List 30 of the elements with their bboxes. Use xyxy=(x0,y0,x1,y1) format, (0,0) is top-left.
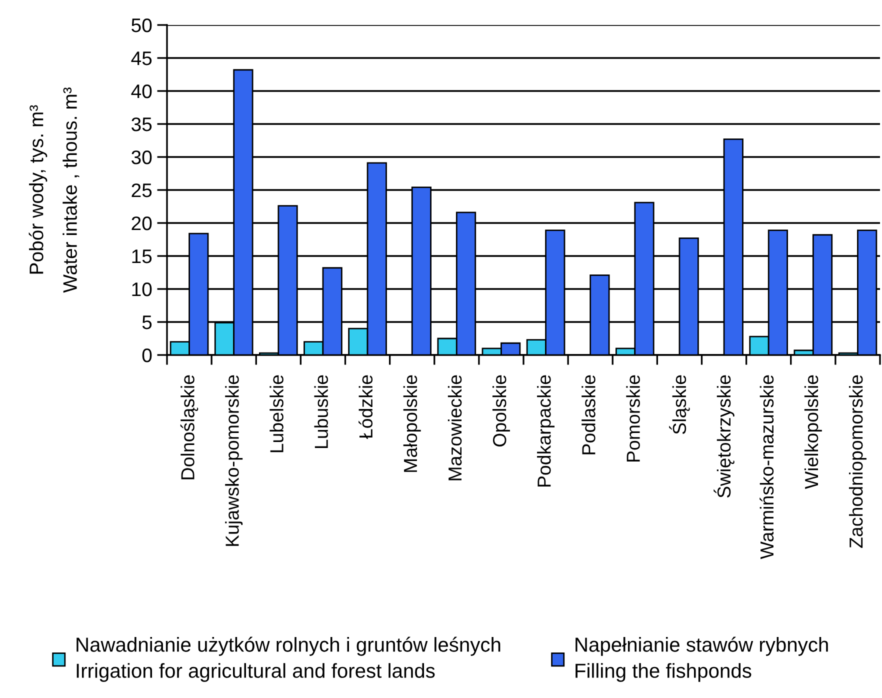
legend-label: Napełnianie stawów rybnych Filling the fishponds xyxy=(576,636,828,682)
y-tick-label: 35 xyxy=(132,117,152,132)
x-tick-label: Opolskie xyxy=(492,375,510,447)
x-tick-label: Podlaskie xyxy=(582,375,596,454)
x-tick-label: Wielkopolskie xyxy=(804,375,822,489)
y-tick-label: 50 xyxy=(132,18,152,32)
y-tick-label: 5 xyxy=(142,316,152,330)
y-tick-label: 45 xyxy=(131,52,152,66)
x-tick-label: Warmińsko-mazurskie xyxy=(760,375,774,560)
y-tick-label: 15 xyxy=(132,250,152,264)
x-tick-label: Podkarpackie xyxy=(537,375,555,487)
y-tick-label: 0 xyxy=(142,348,152,362)
x-tick-label: Lubuskie xyxy=(314,375,328,448)
x-tick-label: Mazowieckie xyxy=(448,375,462,480)
x-tick-label: Kujawsko-pomorskie xyxy=(225,375,243,546)
x-tick-label: Małopolskie xyxy=(403,375,421,472)
x-tick-label: Dolnośląskie xyxy=(180,375,198,480)
y-axis-title: Pobór wody, tys. m³ Water intake , thous. m³ xyxy=(28,88,80,293)
y-tick-label: 40 xyxy=(131,84,152,98)
y-tick-label: 10 xyxy=(132,282,152,296)
x-tick-label: Pomorskie xyxy=(626,375,640,462)
x-tick-label: Świętokrzyskie xyxy=(714,375,734,498)
x-tick-label: Lubelskie xyxy=(270,375,284,452)
x-tick-label: Łódzkie xyxy=(358,375,373,439)
x-tick-label: Śląskie xyxy=(669,375,690,434)
x-tick-label: Zachodniopomorskie xyxy=(848,375,866,548)
y-tick-label: 30 xyxy=(132,150,152,164)
y-tick-label: 25 xyxy=(132,183,152,198)
y-tick-label: 20 xyxy=(132,216,152,230)
legend-label: Nawadnianie użytków rolnych i gruntów leśnych Irrigation for agricultural and forest lands xyxy=(76,636,500,682)
